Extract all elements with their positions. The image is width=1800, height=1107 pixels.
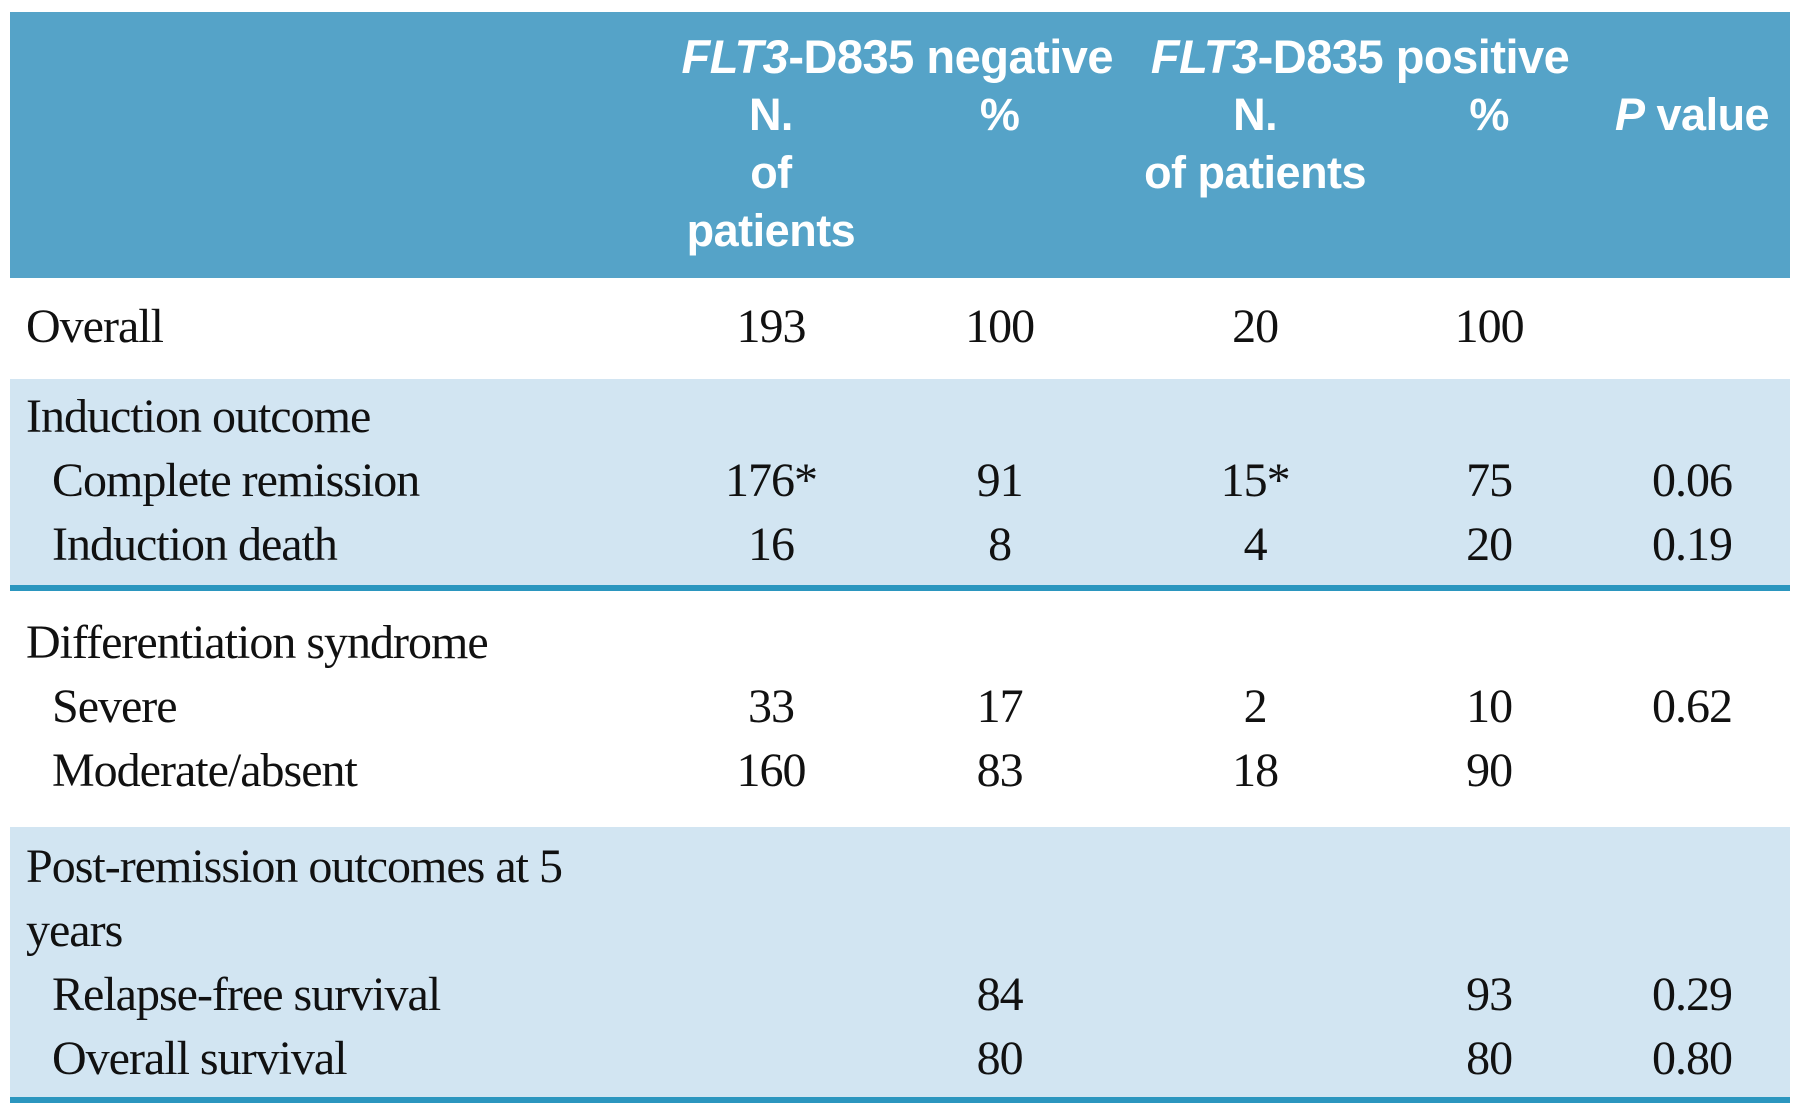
cell-pos-pct: 90 (1466, 744, 1513, 797)
section-post-remission: Post-remission outcomes at 5 years Relap… (10, 827, 1790, 1103)
cell-neg-n: 16 (747, 518, 795, 571)
cell-neg-n: 176* (724, 454, 818, 507)
row-label: Overall (26, 300, 164, 353)
col-header-neg-n-line2: of patients (686, 147, 856, 256)
gene-name: FLT3 (681, 30, 789, 83)
table-row: Overall survival 80 80 0.80 (10, 1027, 1790, 1091)
col-header-pos-n-line2: of patients (1144, 147, 1367, 198)
cell-neg-pct: 17 (976, 680, 1024, 733)
row-label: Severe (52, 680, 178, 733)
cell-neg-n: 33 (747, 680, 795, 733)
table-row: Severe 33 17 2 10 0.62 (10, 675, 1790, 739)
table-footnote: *Two patients were considered as having … (10, 1103, 1790, 1107)
table-row: Relapse-free survival 84 93 0.29 (10, 963, 1790, 1027)
section-overall: Overall 193 100 20 100 (10, 278, 1790, 379)
cell-pos-pct: 10 (1466, 680, 1513, 733)
section-title: Differentiation syndrome (26, 616, 489, 669)
cell-p-value: 0.06 (1652, 454, 1733, 507)
cell-neg-pct: 84 (976, 968, 1024, 1021)
col-header-p-value: P value (1594, 86, 1790, 144)
cell-pos-n: 4 (1243, 518, 1268, 571)
section-title-row: Induction outcome (10, 385, 1790, 449)
cell-pos-n: 18 (1232, 744, 1279, 797)
header-subrow-2: of patients of patients (10, 144, 1790, 260)
cell-pos-pct: 93 (1466, 968, 1513, 1021)
group-label-rest: -D835 positive (1257, 30, 1570, 83)
outcomes-table: FLT3-D835 negative FLT3-D835 positive N.… (10, 12, 1790, 1107)
cell-neg-pct: 83 (976, 744, 1024, 797)
cell-pos-pct: 80 (1466, 1032, 1513, 1085)
col-header-pos-pct: % (1469, 89, 1509, 140)
column-group-flt3-negative: FLT3-D835 negative (669, 28, 1126, 86)
cell-pos-pct: 75 (1466, 454, 1513, 507)
col-header-neg-pct: % (979, 89, 1020, 140)
header-group-row: FLT3-D835 negative FLT3-D835 positive (10, 28, 1790, 86)
section-title-row: Post-remission outcomes at 5 years (10, 835, 1790, 963)
row-label: Moderate/absent (52, 744, 358, 797)
cell-pos-n: 15* (1220, 454, 1291, 507)
p-value-word: value (1644, 89, 1770, 140)
table-row: Overall 193 100 20 100 (10, 295, 1790, 359)
table-row: Induction death 16 8 4 20 0.19 (10, 513, 1790, 577)
section-title: Post-remission outcomes at 5 years (26, 840, 563, 957)
cell-p-value: 0.19 (1652, 518, 1733, 571)
section-induction-outcome: Induction outcome Complete remission 176… (10, 379, 1790, 591)
table-row: Complete remission 176* 91 15* 75 0.06 (10, 449, 1790, 513)
row-label: Induction death (52, 518, 338, 571)
section-title-row: Differentiation syndrome (10, 611, 1790, 675)
section-differentiation-syndrome: Differentiation syndrome Severe 33 17 2 … (10, 591, 1790, 827)
cell-neg-pct: 91 (976, 454, 1024, 507)
header-subrow-1: N. % N. % P value (10, 86, 1790, 144)
row-label: Overall survival (52, 1032, 348, 1085)
column-group-flt3-positive: FLT3-D835 positive (1126, 28, 1594, 86)
cell-pos-n: 20 (1232, 300, 1279, 353)
cell-neg-pct: 8 (988, 518, 1012, 571)
cell-pos-n: 2 (1243, 680, 1268, 733)
cell-neg-pct: 100 (965, 300, 1035, 353)
col-header-neg-n: N. (748, 89, 793, 140)
cell-pos-pct: 20 (1466, 518, 1513, 571)
cell-neg-n: 160 (736, 744, 806, 797)
cell-p-value: 0.80 (1652, 1032, 1733, 1085)
table-row: Moderate/absent 160 83 18 90 (10, 739, 1790, 803)
gene-name: FLT3 (1150, 30, 1258, 83)
row-label: Relapse-free survival (52, 968, 441, 1021)
section-title: Induction outcome (26, 390, 371, 443)
col-header-pos-n: N. (1233, 89, 1278, 140)
cell-p-value: 0.62 (1652, 680, 1733, 733)
row-label: Complete remission (52, 454, 420, 507)
cell-neg-pct: 80 (976, 1032, 1024, 1085)
cell-neg-n: 193 (736, 300, 806, 353)
cell-pos-pct: 100 (1454, 300, 1525, 353)
group-label-rest: -D835 negative (788, 30, 1114, 83)
table-header: FLT3-D835 negative FLT3-D835 positive N.… (10, 12, 1790, 278)
cell-p-value: 0.29 (1652, 968, 1733, 1021)
p-symbol: P (1615, 89, 1645, 140)
